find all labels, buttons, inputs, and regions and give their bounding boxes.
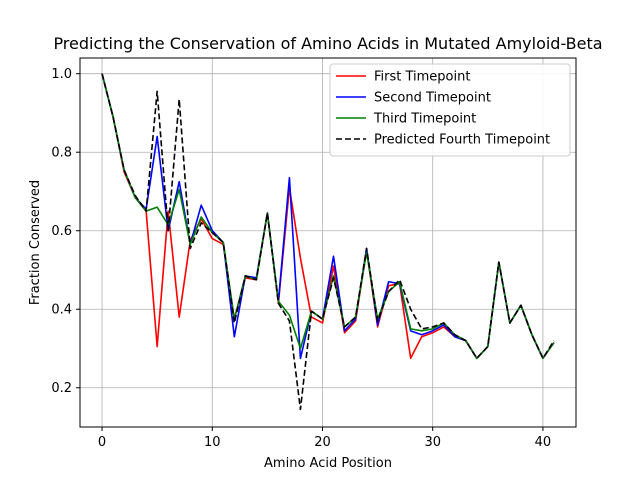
legend-label-4: Predicted Fourth Timepoint	[374, 133, 550, 148]
plot-frame	[79, 57, 577, 428]
axis-ticks: 0 10 20 30 40 0.2 0.4 0.6 0.8 1.0	[51, 67, 551, 450]
legend-label-1: First Timepoint	[374, 70, 470, 85]
series-lines	[101, 73, 555, 411]
y-tick-label: 0.4	[51, 303, 72, 318]
y-tick-label: 0.6	[51, 224, 72, 239]
x-tick-label: 20	[314, 435, 331, 450]
legend-label-2: Second Timepoint	[374, 91, 491, 106]
x-tick-label: 0	[98, 435, 106, 450]
y-tick-label: 0.8	[51, 146, 72, 161]
y-tick-label: 1.0	[51, 67, 72, 82]
x-tick-label: 10	[204, 435, 221, 450]
x-axis-label: Amino Acid Position	[264, 456, 392, 471]
legend-box	[329, 63, 571, 157]
legend-label-3: Third Timepoint	[373, 112, 476, 127]
legend: First Timepoint Second Timepoint Third Tim…	[329, 63, 571, 157]
y-axis-label: Fraction Conserved	[28, 180, 43, 305]
x-tick-label: 40	[535, 435, 552, 450]
y-tick-label: 0.2	[51, 381, 72, 396]
x-tick-label: 30	[424, 435, 441, 450]
series-line-4	[101, 73, 555, 411]
chart-title: Predicting the Conservation of Amino Aci…	[53, 34, 602, 53]
